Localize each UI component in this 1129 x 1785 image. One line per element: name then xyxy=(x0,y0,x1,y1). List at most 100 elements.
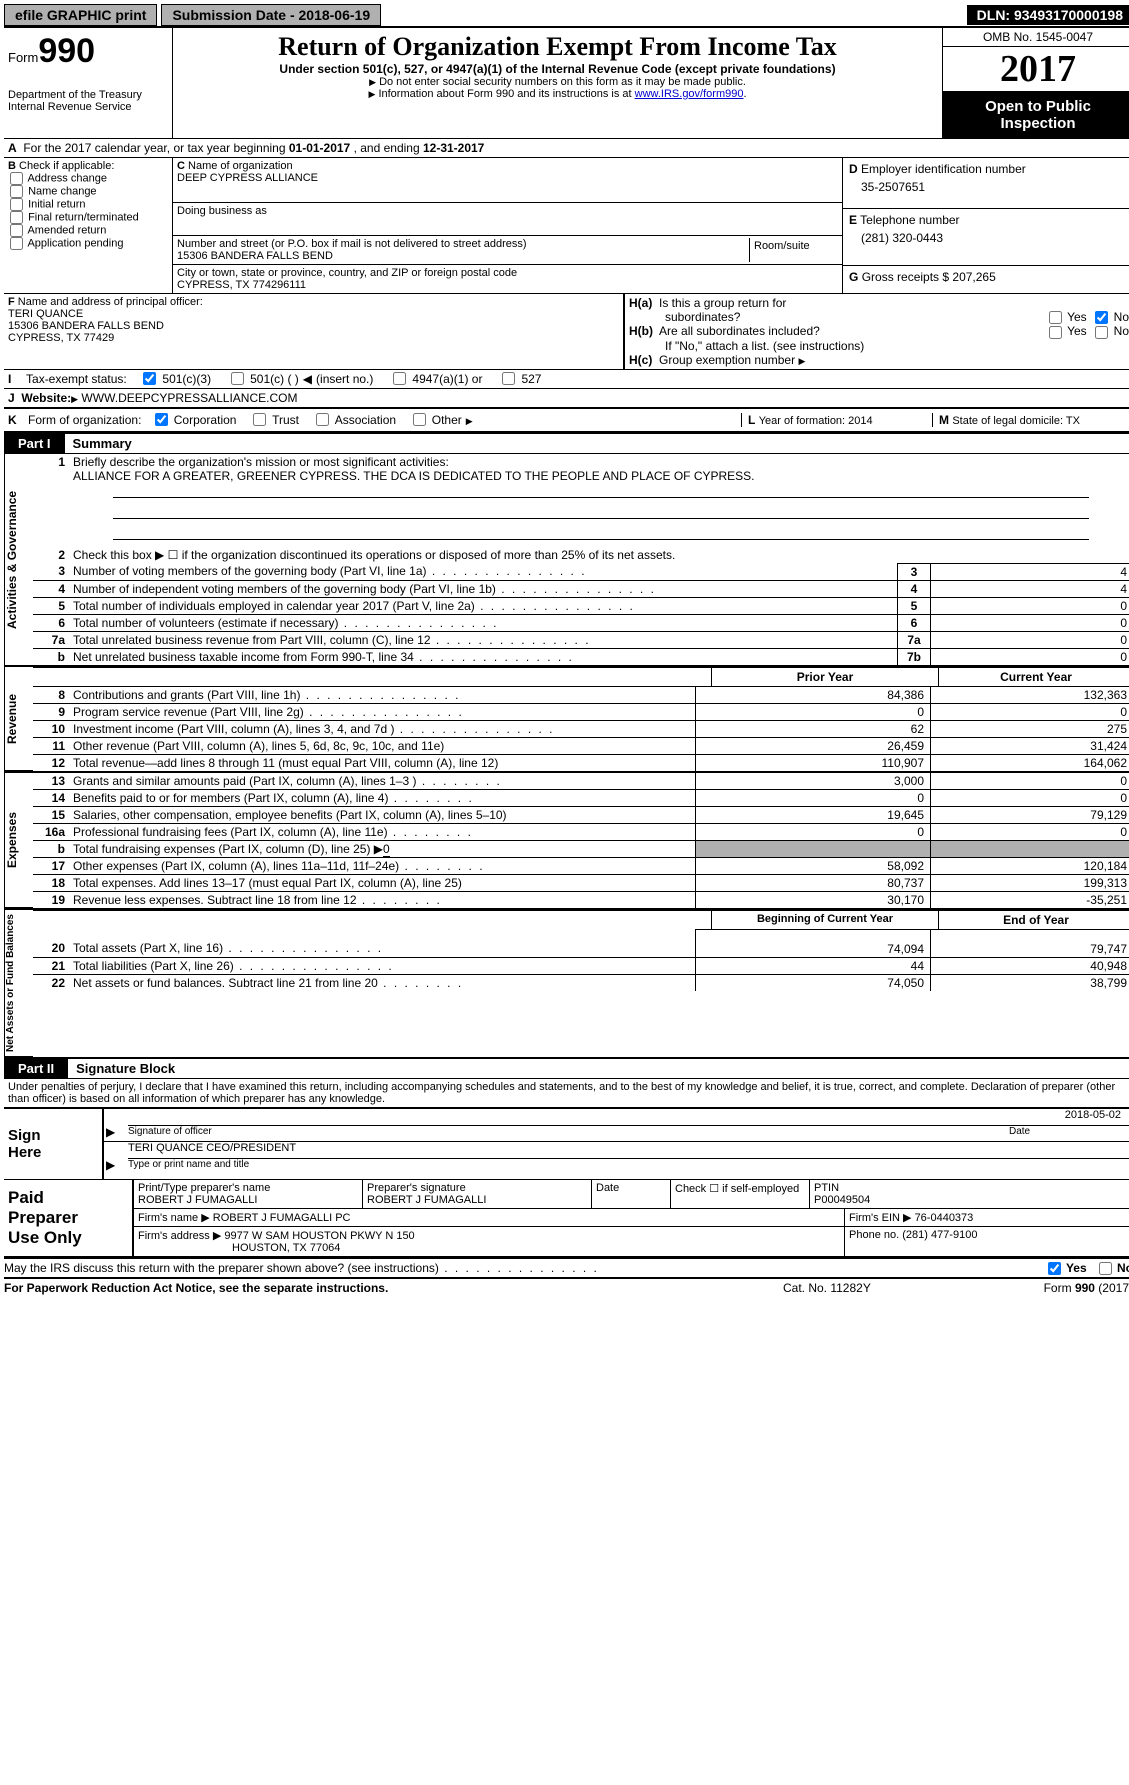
officer-addr1: 15306 BANDERA FALLS BEND xyxy=(8,320,619,332)
firm-name-label: Firm's name ▶ xyxy=(138,1212,210,1224)
l3-text: Number of voting members of the governin… xyxy=(69,563,897,580)
psig-val: ROBERT J FUMAGALLI xyxy=(367,1194,587,1206)
form-header-left: Form990 Department of the Treasury Inter… xyxy=(4,28,173,138)
telephone-value: (281) 320-0443 xyxy=(849,227,1127,245)
chk-label: Name change xyxy=(28,185,97,197)
sig-name-title: TERI QUANCE CEO/PRESIDENT xyxy=(128,1142,296,1158)
chk-final-return[interactable]: Final return/terminated xyxy=(8,211,168,224)
sign-here-block: SignHere ▶ 2018-05-02 Signature of offic… xyxy=(4,1109,1129,1180)
l22-end: 38,799 xyxy=(930,975,1129,991)
paid-preparer-label: Paid Preparer Use Only xyxy=(4,1180,132,1256)
l21-end: 40,948 xyxy=(930,958,1129,974)
l14-prior: 0 xyxy=(695,790,930,806)
i-label: Tax-exempt status: xyxy=(26,372,127,386)
d-label: Employer identification number xyxy=(861,162,1026,176)
chk-application-pending[interactable]: Application pending xyxy=(8,237,168,250)
l16b-text: Total fundraising expenses (Part IX, col… xyxy=(73,842,383,856)
hc-label: Group exemption number xyxy=(659,353,795,367)
begin-year-header: Beginning of Current Year xyxy=(711,911,938,929)
a-text-pre: For the 2017 calendar year, or tax year … xyxy=(23,141,289,155)
i-o4: 527 xyxy=(521,372,541,386)
chk-other[interactable] xyxy=(413,413,426,426)
col-b: B Check if applicable: Address change Na… xyxy=(4,158,173,293)
l3-val: 4 xyxy=(931,563,1129,580)
chk-address-change[interactable]: Address change xyxy=(8,172,168,185)
discuss-row: May the IRS discuss this return with the… xyxy=(4,1258,1129,1277)
submission-date-value: 2018-06-19 xyxy=(299,7,371,23)
top-bar: efile GRAPHIC print Submission Date - 20… xyxy=(4,4,1129,26)
chk-name-change[interactable]: Name change xyxy=(8,185,168,198)
l16b-val: 0 xyxy=(383,842,390,857)
city-label: City or town, state or province, country… xyxy=(177,267,838,279)
discuss-yes[interactable] xyxy=(1048,1262,1061,1275)
l12-text: Total revenue—add lines 8 through 11 (mu… xyxy=(69,755,695,771)
hb-no[interactable] xyxy=(1095,326,1108,339)
efile-button[interactable]: efile GRAPHIC print xyxy=(4,4,157,26)
org-name: DEEP CYPRESS ALLIANCE xyxy=(177,172,838,184)
print-label: Print/Type preparer's name xyxy=(138,1182,358,1194)
l13-prior: 3,000 xyxy=(695,773,930,789)
omb-number: OMB No. 1545-0047 xyxy=(943,28,1129,47)
submission-date-label: Submission Date - xyxy=(172,7,298,23)
g-label: Gross receipts $ xyxy=(862,270,953,284)
firm-name: ROBERT J FUMAGALLI PC xyxy=(213,1212,351,1224)
revenue-section: Revenue Prior YearCurrent Year 8Contribu… xyxy=(4,667,1129,773)
f-label: Name and address of principal officer: xyxy=(18,296,203,308)
paid-l3: Use Only xyxy=(8,1228,82,1247)
l5-val: 0 xyxy=(931,598,1129,614)
firm-addr2: HOUSTON, TX 77064 xyxy=(232,1242,340,1254)
chk-label: Initial return xyxy=(28,198,85,210)
ha-no[interactable] xyxy=(1095,311,1108,324)
addr-value: 15306 BANDERA FALLS BEND xyxy=(177,250,749,262)
k-o3: Association xyxy=(335,413,396,427)
l5-text: Total number of individuals employed in … xyxy=(69,598,897,614)
chk-527[interactable] xyxy=(502,372,515,385)
chk-initial-return[interactable]: Initial return xyxy=(8,198,168,211)
irs-link[interactable]: www.IRS.gov/form990 xyxy=(635,88,744,100)
l14-text: Benefits paid to or for members (Part IX… xyxy=(69,790,695,806)
sig-date-label: Date xyxy=(1009,1126,1129,1137)
net-assets-label: Net Assets or Fund Balances xyxy=(4,910,33,1057)
c-name-label: Name of organization xyxy=(188,160,293,172)
perjury-text: Under penalties of perjury, I declare th… xyxy=(4,1079,1129,1109)
l10-prior: 62 xyxy=(695,721,930,737)
l20-begin: 74,094 xyxy=(695,929,930,957)
l21-text: Total liabilities (Part X, line 26) xyxy=(69,958,695,974)
discuss-no[interactable] xyxy=(1099,1262,1112,1275)
l7a-val: 0 xyxy=(931,632,1129,648)
cat-no: Cat. No. 11282Y xyxy=(783,1281,983,1295)
l16b-current-shaded xyxy=(930,841,1129,857)
l10-current: 275 xyxy=(930,721,1129,737)
part2-header: Part II Signature Block xyxy=(4,1059,1129,1079)
part1-title: Summary xyxy=(65,434,140,453)
discuss-text: May the IRS discuss this return with the… xyxy=(4,1261,1046,1275)
activities-governance-section: Activities & Governance 1 Briefly descri… xyxy=(4,454,1129,667)
underline-field xyxy=(113,504,1089,519)
chk-501c[interactable] xyxy=(231,372,244,385)
hb-yes[interactable] xyxy=(1049,326,1062,339)
chk-trust[interactable] xyxy=(253,413,266,426)
chk-amended-return[interactable]: Amended return xyxy=(8,224,168,237)
paid-l1: Paid xyxy=(8,1188,44,1207)
chk-corp[interactable] xyxy=(155,413,168,426)
ha-yes[interactable] xyxy=(1049,311,1062,324)
yes-label: Yes xyxy=(1066,1261,1087,1275)
chk-4947[interactable] xyxy=(393,372,406,385)
underline-field xyxy=(113,525,1089,540)
l17-prior: 58,092 xyxy=(695,858,930,874)
chk-501c3[interactable] xyxy=(143,372,156,385)
chk-assoc[interactable] xyxy=(316,413,329,426)
part1-header: Part I Summary xyxy=(4,434,1129,454)
l15-text: Salaries, other compensation, employee b… xyxy=(69,807,695,823)
part2-title: Signature Block xyxy=(68,1059,183,1078)
part2-num: Part II xyxy=(4,1059,68,1078)
chk-label: Amended return xyxy=(27,224,106,236)
k-o1: Corporation xyxy=(174,413,237,427)
chk-label: Address change xyxy=(27,172,107,184)
k-label: Form of organization: xyxy=(28,413,141,427)
l6-text: Total number of volunteers (estimate if … xyxy=(69,615,897,631)
dept-irs: Internal Revenue Service xyxy=(8,101,168,113)
arrow-icon xyxy=(798,353,805,367)
l19-current: -35,251 xyxy=(930,892,1129,908)
ptin-val: P00049504 xyxy=(814,1194,1129,1206)
